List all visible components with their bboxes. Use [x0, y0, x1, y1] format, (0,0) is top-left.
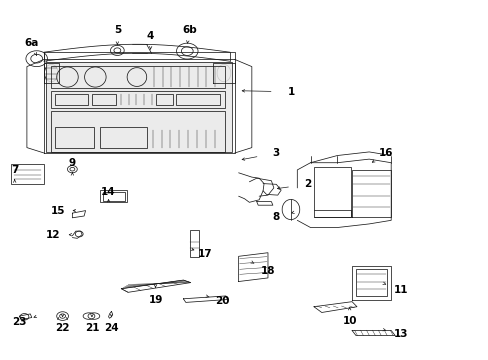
Text: 20: 20: [215, 296, 229, 306]
Bar: [51, 111, 224, 152]
Text: 6a: 6a: [24, 38, 39, 48]
Text: 13: 13: [393, 329, 407, 339]
Bar: [11, 164, 44, 184]
Text: 15: 15: [50, 206, 65, 216]
Text: 18: 18: [260, 266, 275, 276]
Bar: [313, 167, 350, 217]
Bar: [46, 62, 232, 152]
Bar: [55, 127, 94, 148]
Text: 11: 11: [393, 285, 407, 295]
Text: 19: 19: [148, 294, 163, 305]
Bar: [189, 230, 198, 257]
Text: 8: 8: [272, 212, 279, 222]
Bar: [46, 62, 232, 152]
Text: 5: 5: [114, 24, 121, 35]
Text: 21: 21: [84, 323, 99, 333]
Text: 3: 3: [272, 148, 279, 158]
Text: 12: 12: [45, 230, 60, 240]
Text: 17: 17: [198, 249, 212, 259]
Bar: [100, 127, 146, 148]
Bar: [51, 91, 224, 108]
Text: 7: 7: [11, 165, 19, 175]
Bar: [102, 192, 124, 201]
Text: 6b: 6b: [182, 24, 197, 35]
Bar: [355, 269, 386, 296]
Text: 2: 2: [304, 179, 311, 189]
Text: 14: 14: [101, 186, 116, 197]
Text: 24: 24: [104, 323, 119, 333]
Text: 23: 23: [12, 317, 27, 327]
Text: 4: 4: [146, 31, 154, 41]
Bar: [155, 94, 172, 105]
Text: 9: 9: [69, 158, 76, 168]
Bar: [51, 66, 224, 88]
Text: 1: 1: [287, 87, 294, 97]
Bar: [176, 94, 220, 105]
Text: 22: 22: [55, 323, 70, 333]
Bar: [55, 94, 88, 105]
Bar: [100, 190, 127, 202]
Text: 10: 10: [342, 316, 356, 326]
Text: 16: 16: [378, 148, 393, 158]
Bar: [92, 94, 116, 105]
